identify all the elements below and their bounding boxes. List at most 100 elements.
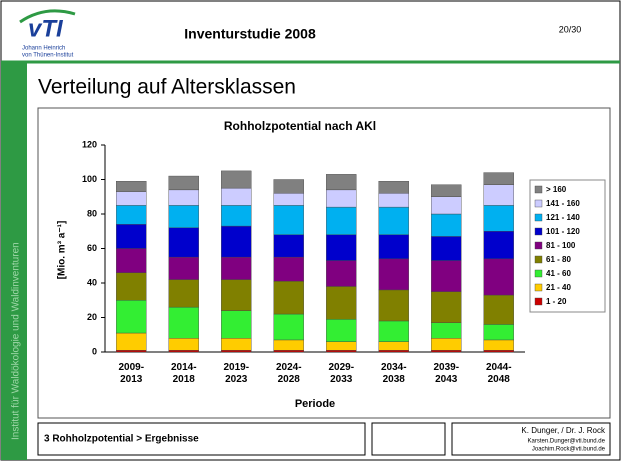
bar-segment [273,256,304,282]
bar-segment [378,320,409,342]
bar-segment [221,279,252,311]
bar-segment [378,234,409,260]
bar-segment [116,332,147,351]
y-tick-label: 100 [82,174,97,184]
bar-segment [168,338,199,351]
legend-swatch [534,185,543,194]
logo-arc [19,9,76,24]
bar-segment [273,193,304,206]
institute-line: Johann Heinrich [22,46,65,52]
bar-segment [378,181,409,194]
bar-segment [483,184,514,206]
bar-segment [273,179,304,194]
legend-swatch [534,213,543,222]
bar-segment [483,258,514,296]
legend-box [529,179,606,313]
bar-segment [378,258,409,291]
footer-box [371,422,446,456]
bar-segment [116,224,147,249]
bar-segment [116,248,147,273]
y-tick-label: 0 [92,346,97,356]
footer-email: Karsten.Dunger@vti.bund.de [528,439,606,445]
legend-swatch [534,241,543,250]
bar-segment [221,225,252,258]
y-tick-label: 120 [82,139,97,149]
bar-segment [168,279,199,308]
bar-segment [431,322,462,339]
y-tick-label: 80 [87,208,97,218]
logo: vTI [28,15,64,42]
y-tick-label: 40 [87,277,97,287]
x-tick-label: 2029- 2033 [328,362,355,385]
bar-segment [326,189,357,208]
legend-label: 81 - 100 [546,241,576,250]
y-tick-label: 20 [87,312,97,322]
footer-authors: K. Dunger, / Dr. J. Rock [521,426,606,435]
bar-segment [168,205,199,228]
heading: Verteilung auf Altersklassen [38,76,296,99]
bar-segment [378,206,409,235]
bar-segment [273,205,304,235]
chart-title: Rohholzpotential nach AKl [224,119,376,133]
x-tick-label: 2034- 2038 [380,362,407,385]
bar-segment [326,341,357,351]
bar-segment [378,341,409,351]
bar-segment [273,234,304,258]
bar-segment [273,339,304,351]
bar-segment [168,350,199,353]
bar-segment [431,350,462,353]
bar-segment [168,189,199,206]
header-title: Inventurstudie 2008 [184,26,316,42]
institute-line: von Thünen-Institut [22,53,74,59]
x-tick-label: 2014- 2018 [170,362,197,385]
legend-label: 101 - 120 [546,227,580,236]
bar-segment [431,213,462,237]
bar-segment [431,260,462,292]
bar-segment [378,193,409,208]
bar-segment [221,170,252,189]
bar-segment [221,350,252,353]
bar-segment [326,260,357,287]
bar-segment [273,281,304,315]
bar-segment [116,181,147,192]
x-tick-label: 2039- 2043 [433,362,460,385]
bar-segment [116,350,147,353]
legend-swatch [534,227,543,236]
footer-box [37,422,366,456]
legend-label: 141 - 160 [546,199,580,208]
bar-segment [326,286,357,320]
bar-segment [221,256,252,280]
bar-segment [431,236,462,261]
bar-segment [378,289,409,322]
bar-segment [483,172,514,185]
bar-segment [168,256,199,280]
bar-segment [116,300,147,334]
bar-segment [326,174,357,191]
bar-segment [483,231,514,260]
x-tick-label: 2044- 2048 [485,362,512,385]
y-tick-label: 60 [87,243,97,253]
y-axis-label: [Mio. m³ a⁻¹] [57,221,68,280]
bar-segment [116,191,147,206]
legend-label: > 160 [546,185,567,194]
footer-email: Joachim.Rock@vti.bund.de [532,447,606,453]
footer-section: 3 Rohholzpotential > Ergebnisse [44,434,199,445]
sidebar-text: Institut für Waldökologie und Waldinvent… [11,242,22,440]
page-number: 20/30 [559,24,582,34]
legend-swatch [534,255,543,264]
legend-swatch [534,297,543,306]
bar-segment [326,319,357,342]
bar-segment [168,175,199,191]
bar-segment [483,350,514,353]
bar-segment [273,350,304,353]
legend-label: 41 - 60 [546,269,571,278]
legend-label: 61 - 80 [546,255,571,264]
x-tick-label: 2009- 2013 [118,362,145,385]
bar-segment [483,324,514,341]
bar-segment [431,291,462,323]
bar-segment [431,184,462,197]
bar-segment [431,196,462,215]
bar-segment [273,313,304,341]
bar-segment [431,338,462,351]
